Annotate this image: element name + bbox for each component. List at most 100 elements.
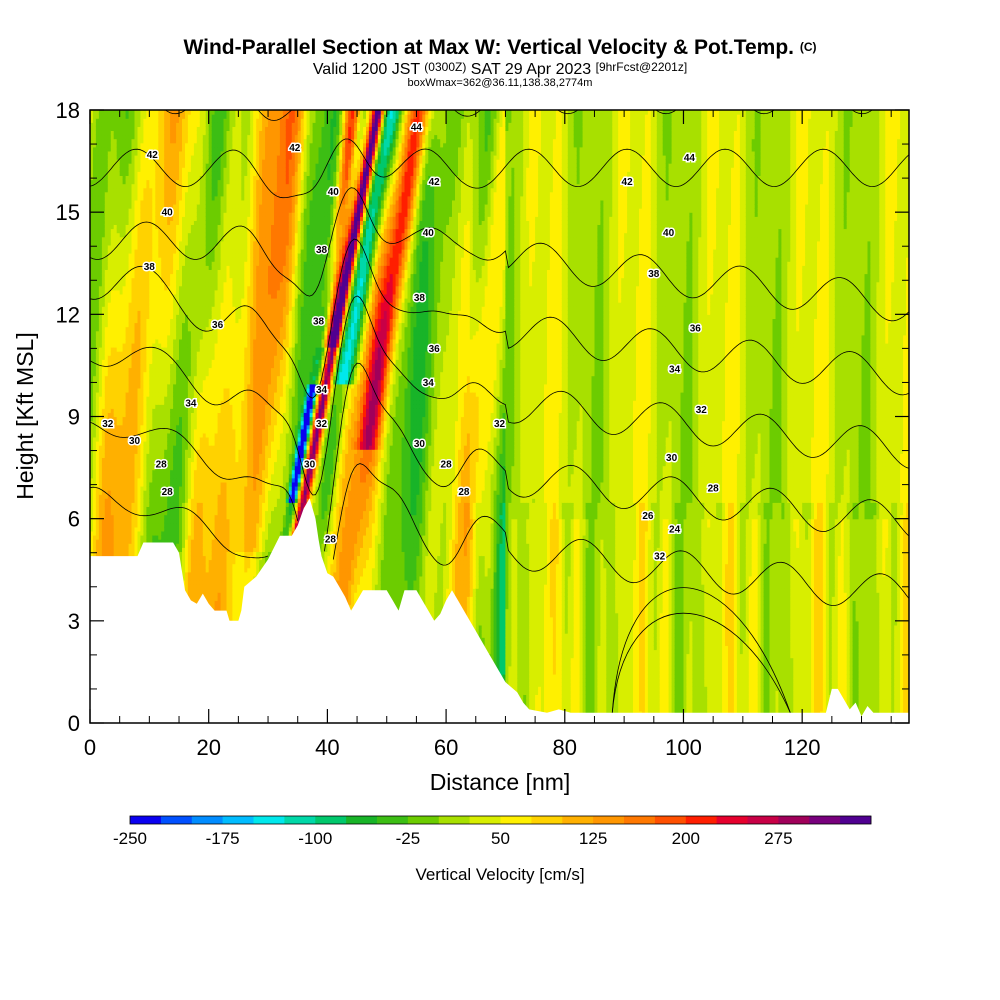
contour-label-20: 38 (414, 293, 426, 304)
colorbar-tick-label-125: 125 (579, 829, 607, 848)
theta-contour-24 (90, 463, 909, 606)
colorbar-tick-label-50: 50 (491, 829, 510, 848)
contour-label-3: 36 (212, 320, 224, 331)
theta-contour-38 (90, 0, 909, 47)
contour-label-15: 30 (304, 460, 316, 471)
contour-label-35: 28 (708, 484, 720, 495)
contour-label-11: 38 (316, 245, 328, 256)
theta-contour-34 (90, 138, 909, 199)
contour-label-33: 32 (696, 405, 708, 416)
colorbar-swatch-4 (253, 816, 285, 824)
contour-label-0: 42 (147, 150, 159, 161)
low-contour-1 (611, 587, 791, 713)
colorbar-tick-label-275: 275 (764, 829, 792, 848)
contour-label-25: 28 (441, 460, 453, 471)
chart-title: Wind-Parallel Section at Max W: Vertical… (0, 36, 1000, 60)
contour-label-38: 32 (654, 552, 666, 563)
x-tick-label-80: 80 (553, 735, 577, 760)
colorbar-swatch-1 (160, 816, 193, 824)
terrain (90, 498, 909, 723)
contour-label-9: 42 (289, 143, 301, 154)
contour-labels: 42 40 38 36 34 32 30 28 28 42 40 38 38 34 32 30 28 44 42 40… (101, 121, 721, 564)
colorbar-swatch-10 (438, 816, 470, 824)
colorbar: -250 -175 -100 -25 50 125 200 275 (113, 815, 872, 848)
x-tick-label-120: 120 (784, 735, 821, 760)
contour-label-7: 28 (156, 460, 168, 471)
theta-contour-26 (90, 362, 909, 552)
colorbar-swatch-17 (654, 816, 687, 824)
contour-label-21: 36 (429, 344, 441, 355)
y-tick-label-9: 9 (68, 405, 80, 430)
valid-utc: (0300Z) (424, 60, 466, 74)
contour-label-28: 42 (622, 177, 634, 188)
y-tick-label-15: 15 (56, 200, 80, 225)
colorbar-swatch-6 (315, 816, 347, 824)
theta-contours (90, 0, 909, 713)
colorbar-swatch-16 (624, 816, 656, 824)
forecast-info: [9hrFcst@2201z] (596, 60, 688, 74)
y-tick-label-0: 0 (68, 711, 80, 736)
x-axis-label: Distance [nm] (430, 769, 571, 795)
colorbar-swatch-22 (809, 816, 841, 824)
contour-label-27: 44 (684, 153, 696, 164)
y-tick-label-18: 18 (56, 98, 80, 123)
colorbar-swatch-19 (716, 816, 748, 824)
colorbar-swatch-5 (284, 816, 316, 824)
contour-label-18: 42 (429, 177, 441, 188)
contour-label-17: 44 (411, 123, 423, 134)
colorbar-tick-label--250: -250 (113, 829, 147, 848)
x-tick-label-40: 40 (315, 735, 339, 760)
colorbar-tick-label-200: 200 (672, 829, 700, 848)
low-contour-2 (611, 612, 791, 713)
contour-label-12: 38 (313, 317, 325, 328)
colorbar-swatch-3 (222, 816, 254, 824)
y-tick-label-6: 6 (68, 507, 80, 532)
colorbar-swatch-9 (407, 816, 440, 824)
valid-date: SAT 29 Apr 2023 (471, 61, 591, 78)
colorbar-swatch-7 (346, 816, 378, 824)
contour-label-5: 32 (102, 419, 114, 430)
contour-label-1: 40 (162, 208, 174, 219)
contour-label-22: 34 (423, 378, 435, 389)
colorbar-swatch-23 (840, 816, 872, 824)
colorbar-swatch-13 (531, 816, 563, 824)
contour-label-19: 40 (423, 228, 435, 239)
colorbar-swatch-20 (747, 816, 779, 824)
contour-label-32: 34 (669, 364, 681, 375)
colorbar-swatch-0 (130, 816, 162, 824)
box-max-info: boxWmax=362@36.11,138.38,2774m (0, 77, 1000, 89)
chart-title-text: Wind-Parallel Section at Max W: Vertical… (183, 36, 794, 59)
x-tick-label-20: 20 (196, 735, 220, 760)
contour-label-16: 28 (325, 535, 337, 546)
colorbar-swatch-11 (469, 816, 501, 824)
contour-label-29: 40 (663, 228, 675, 239)
theta-contour-28 (90, 295, 909, 496)
theta-contour-32 (90, 187, 909, 322)
theta-contour-30 (90, 238, 909, 399)
contour-label-6: 30 (129, 436, 141, 447)
contour-label-36: 26 (642, 511, 654, 522)
colorbar-swatch-18 (685, 816, 717, 824)
contour-label-31: 36 (690, 324, 702, 335)
y-tick-label-3: 3 (68, 609, 80, 634)
contour-label-24: 30 (414, 439, 426, 450)
x-tick-label-0: 0 (84, 735, 96, 760)
colorbar-swatch-8 (377, 816, 409, 824)
colorbar-frame (129, 815, 872, 825)
colorbar-swatch-21 (778, 816, 810, 824)
valid-time: Valid 1200 JST (313, 61, 420, 78)
contour-label-26: 28 (458, 487, 470, 498)
contour-label-4: 34 (185, 398, 197, 409)
contour-label-37: 24 (669, 524, 681, 535)
chart-subtitle: Valid 1200 JST (0300Z) SAT 29 Apr 2023 [… (0, 60, 1000, 79)
y-axis-label: Height [Kft MSL] (12, 332, 38, 499)
contour-label-8: 28 (162, 487, 174, 498)
contour-label-13: 34 (316, 385, 328, 396)
colorbar-swatch-12 (500, 816, 532, 824)
contour-label-14: 32 (316, 419, 328, 430)
contour-label-23: 32 (494, 419, 506, 430)
velocity-field (90, 110, 909, 723)
contour-label-2: 38 (144, 262, 156, 273)
